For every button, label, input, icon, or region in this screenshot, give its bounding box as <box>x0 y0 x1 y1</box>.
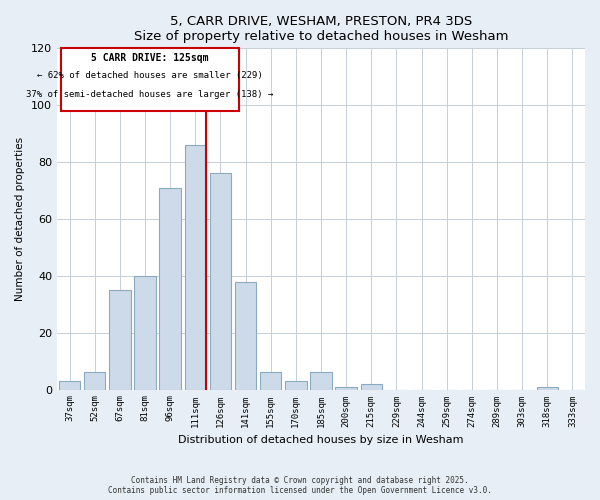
Bar <box>361 384 382 390</box>
Bar <box>285 381 307 390</box>
Text: ← 62% of detached houses are smaller (229): ← 62% of detached houses are smaller (22… <box>37 71 263 80</box>
Y-axis label: Number of detached properties: Number of detached properties <box>16 137 25 301</box>
Text: 37% of semi-detached houses are larger (138) →: 37% of semi-detached houses are larger (… <box>26 90 274 98</box>
Bar <box>310 372 332 390</box>
Title: 5, CARR DRIVE, WESHAM, PRESTON, PR4 3DS
Size of property relative to detached ho: 5, CARR DRIVE, WESHAM, PRESTON, PR4 3DS … <box>134 15 508 43</box>
Text: Contains HM Land Registry data © Crown copyright and database right 2025.
Contai: Contains HM Land Registry data © Crown c… <box>108 476 492 495</box>
Bar <box>235 282 256 390</box>
Bar <box>59 381 80 390</box>
FancyBboxPatch shape <box>61 48 239 111</box>
Bar <box>210 174 231 390</box>
X-axis label: Distribution of detached houses by size in Wesham: Distribution of detached houses by size … <box>178 435 464 445</box>
Bar <box>134 276 155 390</box>
Bar <box>335 386 357 390</box>
Bar <box>536 386 558 390</box>
Bar <box>109 290 131 390</box>
Text: 5 CARR DRIVE: 125sqm: 5 CARR DRIVE: 125sqm <box>91 52 208 62</box>
Bar <box>84 372 106 390</box>
Bar <box>185 145 206 390</box>
Bar <box>260 372 281 390</box>
Bar <box>160 188 181 390</box>
